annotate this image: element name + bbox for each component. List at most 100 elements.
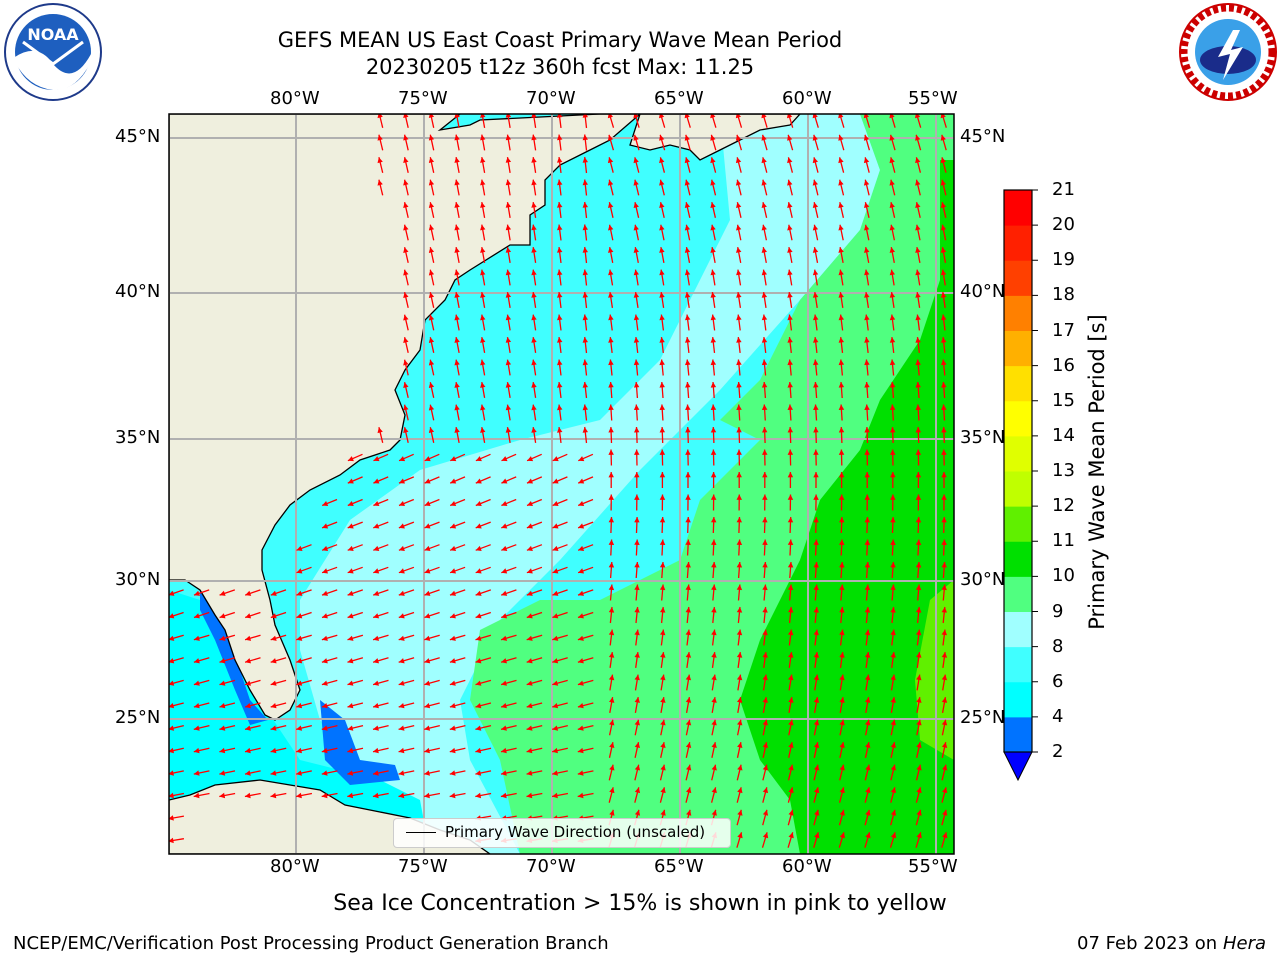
wave-arrow-head	[526, 703, 533, 709]
colorbar-tick-label: 14	[1052, 424, 1075, 446]
wave-arrow-head	[685, 719, 692, 726]
wave-arrow-head	[633, 134, 639, 141]
wave-arrow-head	[864, 224, 870, 231]
wave-arrow-head	[501, 545, 508, 551]
wave-arrow-head	[219, 613, 226, 619]
wave-arrow-head	[454, 337, 460, 343]
wave-arrow-head	[736, 584, 743, 591]
wave-arrow-head	[710, 134, 716, 141]
colorbar	[1003, 189, 1038, 782]
wave-arrow-head	[889, 247, 895, 253]
wave-arrow-head	[813, 494, 819, 500]
wave-arrow-head	[531, 134, 537, 141]
wave-arrow-head	[607, 179, 614, 186]
wave-arrow-head	[838, 472, 845, 478]
wave-arrow-head	[685, 539, 691, 545]
wave-arrow-head	[424, 792, 430, 799]
wave-arrow-head	[659, 157, 665, 164]
wave-arrow-head	[403, 337, 409, 343]
wave-arrow-head	[736, 472, 742, 478]
wave-arrow-head	[526, 545, 533, 551]
wave-arrow-head	[193, 747, 200, 754]
wave-arrow-head	[531, 314, 537, 321]
wave-arrow-head	[940, 114, 946, 119]
wave-arrow-head	[863, 179, 870, 186]
period-zone-11-12	[915, 580, 954, 760]
wave-arrow-head	[762, 494, 768, 500]
wave-arrow-head	[762, 809, 769, 816]
wave-arrow-head	[501, 747, 507, 754]
wave-arrow-head	[685, 697, 692, 703]
wave-arrow-head	[941, 697, 948, 703]
wave-arrow-head	[838, 427, 845, 433]
wave-arrow-head	[377, 179, 383, 186]
wave-arrow-head	[940, 269, 947, 276]
noaa-logo: NOAA	[3, 2, 103, 102]
wave-arrow-head	[557, 337, 563, 343]
wave-arrow-head	[633, 404, 640, 410]
wave-arrow-head	[889, 224, 895, 231]
wave-arrow-head	[736, 674, 743, 681]
wave-arrow-head	[577, 725, 584, 731]
wave-arrow-head	[193, 658, 200, 664]
wave-arrow-head	[577, 770, 584, 776]
wave-arrow-head	[710, 337, 716, 343]
colorbar-tick-label: 19	[1052, 249, 1075, 271]
wave-arrow-head	[454, 202, 460, 208]
wave-arrow-head	[505, 404, 512, 411]
wave-arrow-head	[864, 449, 870, 455]
wave-arrow-head	[787, 539, 794, 545]
wave-arrow-head	[864, 494, 870, 500]
wave-arrow-head	[711, 742, 717, 748]
wave-arrow-head	[428, 269, 435, 276]
lon-label-bottom-60w: 60°W	[782, 856, 832, 877]
wave-arrow-head	[915, 314, 921, 321]
wave-arrow-head	[812, 292, 819, 298]
wave-arrow-head	[428, 382, 435, 388]
wave-arrow-head	[347, 703, 354, 709]
lat-label-left-25n: 25°N	[115, 707, 161, 728]
wave-arrow-head	[582, 134, 588, 141]
wave-arrow-head	[813, 652, 820, 658]
wave-arrow-head	[941, 449, 947, 455]
wave-arrow-head	[864, 629, 871, 636]
footer-credit: NCEP/EMC/Verification Post Processing Pr…	[13, 933, 609, 954]
wave-arrow-head	[839, 607, 845, 613]
wave-arrow-head	[608, 292, 614, 298]
lon-label-top-55w: 55°W	[908, 88, 958, 109]
wave-arrow-head	[788, 674, 794, 681]
wave-arrow-head	[373, 680, 379, 686]
wave-arrow-head	[736, 652, 743, 658]
wave-arrow-head	[403, 247, 409, 253]
wave-arrow-head	[633, 359, 640, 366]
wave-arrow-head	[449, 725, 456, 731]
wave-arrow-head	[711, 674, 717, 681]
wave-arrow-head	[865, 719, 871, 726]
wave-arrow-head	[373, 456, 380, 462]
wave-arrow-head	[608, 224, 614, 231]
wave-arrow-head	[582, 359, 588, 366]
wave-arrow-head	[322, 568, 328, 574]
wave-arrow-head	[245, 680, 251, 686]
wave-arrow-head	[915, 449, 922, 455]
wave-arrow-head	[737, 697, 743, 703]
wave-arrow-head	[659, 494, 666, 500]
wave-arrow-head	[552, 613, 559, 619]
wave-arrow-head	[403, 382, 409, 388]
wave-arrow-head	[659, 539, 666, 545]
wave-arrow-head	[711, 629, 717, 636]
lon-label-top-80w: 80°W	[270, 88, 320, 109]
wave-arrow-head	[424, 725, 431, 731]
wave-arrow-head	[527, 501, 533, 506]
wave-arrow-head	[915, 269, 921, 276]
wave-arrow-head	[531, 114, 537, 118]
wave-arrow-head	[942, 832, 948, 839]
period-zone-8-9	[300, 114, 880, 854]
colorbar-tick-label: 17	[1052, 319, 1075, 341]
wave-arrow-head	[398, 635, 405, 641]
wave-arrow-head	[531, 179, 537, 186]
wave-arrow-head	[347, 590, 354, 596]
wave-arrow-head	[659, 134, 665, 141]
wave-arrow-head	[609, 742, 615, 748]
wave-arrow-head	[941, 652, 948, 658]
